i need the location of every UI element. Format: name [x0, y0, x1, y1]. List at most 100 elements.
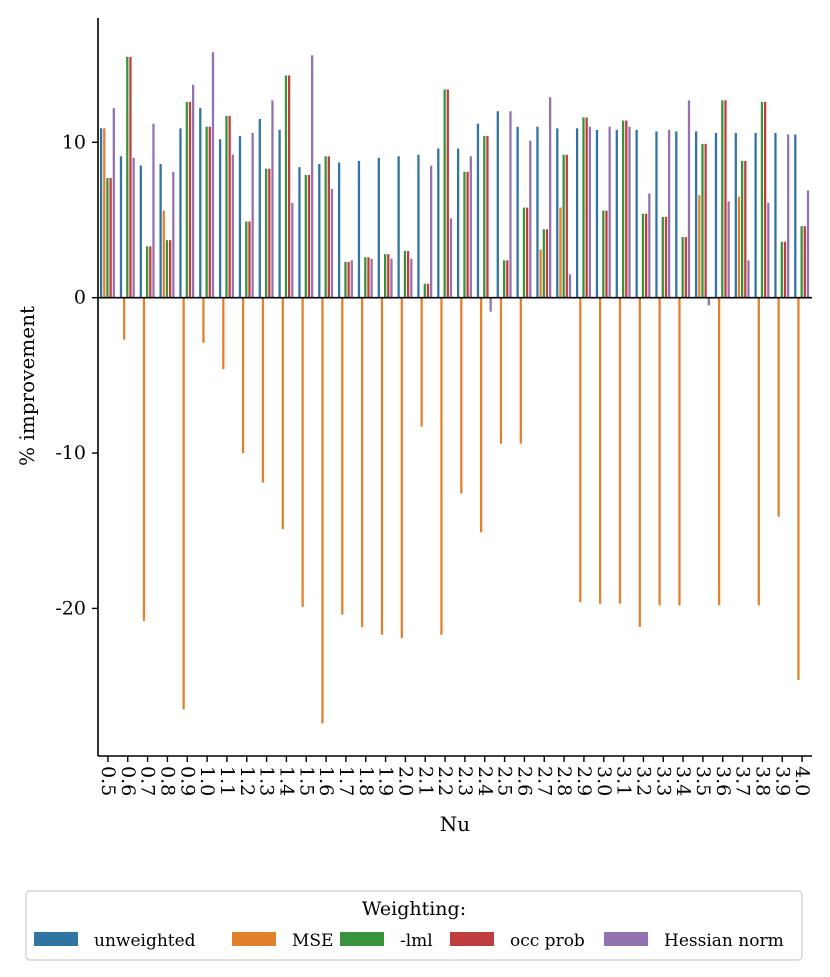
bar-hessian-norm-3.7 — [747, 260, 750, 298]
x-tick-label: 2.0 — [394, 766, 416, 796]
bar-hessian-norm-1.1 — [231, 154, 234, 298]
bar--lml-1.4 — [284, 75, 288, 298]
legend-swatch — [604, 932, 648, 946]
x-tick-label: 0.9 — [176, 766, 198, 796]
bar-unweighted-1.8 — [357, 160, 361, 298]
bar-hessian-norm-3.9 — [787, 134, 790, 298]
bar-hessian-norm-0.7 — [152, 123, 155, 298]
bar--lml-1.5 — [304, 174, 307, 298]
bar-occ-prob-0.7 — [149, 246, 152, 298]
x-tick-label: 3.9 — [771, 766, 793, 796]
bar-occ-prob-0.6 — [129, 56, 132, 298]
bar--lml-1.6 — [324, 156, 327, 298]
bar-unweighted-3.2 — [635, 129, 638, 298]
bar-hessian-norm-2.5 — [509, 111, 512, 298]
x-tick-label: 2.9 — [573, 766, 595, 796]
bar--lml-1.8 — [364, 257, 367, 298]
bars-group — [99, 52, 810, 724]
bar-hessian-norm-1.4 — [291, 202, 294, 298]
bar--lml-3.1 — [622, 120, 625, 298]
bar-mse-1.8 — [360, 297, 364, 628]
bar-occ-prob-3.0 — [605, 210, 608, 298]
bar-mse-3.1 — [618, 297, 622, 604]
bar-unweighted-2.6 — [516, 126, 519, 298]
bar-occ-prob-1.5 — [307, 174, 311, 298]
bar--lml-1.1 — [225, 115, 228, 298]
x-tick-label: 0.8 — [156, 766, 178, 796]
bar-mse-3.7 — [737, 196, 741, 298]
bar-occ-prob-0.5 — [109, 178, 112, 298]
bar-hessian-norm-1.6 — [330, 188, 334, 298]
legend-swatch — [450, 932, 494, 946]
bar-occ-prob-3.3 — [664, 216, 668, 298]
bar-mse-2.6 — [519, 297, 522, 444]
bar-occ-prob-1.7 — [347, 261, 350, 298]
x-tick-label: 1.3 — [256, 766, 278, 796]
bar-occ-prob-3.5 — [704, 143, 707, 298]
bar--lml-3.4 — [681, 237, 684, 298]
bar-hessian-norm-2.7 — [549, 97, 552, 298]
bar-occ-prob-2.3 — [466, 171, 469, 298]
bar-unweighted-2.2 — [437, 148, 440, 298]
bar--lml-2.9 — [582, 117, 585, 298]
bar-unweighted-3.8 — [754, 132, 757, 298]
y-tick-label: -10 — [55, 442, 86, 464]
x-tick-label: 3.2 — [632, 766, 654, 796]
bar-hessian-norm-2.0 — [410, 258, 413, 298]
bar-occ-prob-1.6 — [327, 156, 330, 298]
bar-unweighted-3.1 — [615, 129, 618, 298]
legend-swatch — [34, 932, 78, 946]
bar--lml-0.9 — [185, 101, 188, 298]
bar--lml-3.3 — [661, 216, 664, 298]
bar-mse-1.2 — [241, 297, 245, 454]
bar-mse-0.6 — [122, 297, 126, 340]
x-tick-label: 3.1 — [613, 766, 635, 796]
legend: Weighting: unweighted MSE -lml occ prob Hess… — [25, 890, 803, 961]
bar-hessian-norm-1.3 — [271, 100, 274, 298]
bar-unweighted-2.9 — [575, 128, 579, 298]
bar--lml-2.1 — [423, 283, 426, 298]
x-tick-label: 2.1 — [414, 766, 436, 796]
bar-mse-3.9 — [777, 297, 780, 517]
bar-hessian-norm-1.8 — [370, 258, 373, 298]
bar-mse-2.9 — [579, 297, 582, 603]
x-tick-label: 2.3 — [454, 766, 476, 796]
bar--lml-1.2 — [245, 221, 248, 298]
bar-hessian-norm-3.2 — [648, 193, 651, 298]
bar--lml-2.2 — [443, 89, 446, 298]
bar-hessian-norm-3.8 — [767, 202, 770, 298]
y-tick-label: -20 — [55, 597, 86, 619]
bar-occ-prob-1.3 — [268, 168, 271, 298]
bar-occ-prob-3.8 — [764, 101, 767, 298]
bar--lml-0.8 — [165, 240, 169, 298]
bar-unweighted-2.5 — [496, 111, 499, 298]
x-tick-label: 3.5 — [692, 766, 714, 796]
bar-occ-prob-1.0 — [208, 126, 211, 298]
bar-hessian-norm-3.6 — [727, 201, 730, 298]
bar-mse-1.0 — [202, 297, 205, 343]
bar-hessian-norm-3.0 — [608, 126, 611, 298]
x-tick-label: 1.1 — [216, 766, 238, 796]
bar--lml-3.8 — [760, 101, 764, 298]
bar-unweighted-0.8 — [159, 164, 162, 298]
y-axis-title: % improvement — [15, 306, 39, 466]
x-tick-label: 0.7 — [137, 766, 159, 796]
legend-items: unweighted MSE -lml occ prob Hessian norm — [34, 931, 784, 951]
bar-mse-2.1 — [420, 297, 423, 427]
x-tick-label: 1.6 — [315, 766, 337, 796]
bar--lml-1.7 — [344, 261, 347, 298]
bar-occ-prob-0.8 — [169, 240, 172, 298]
bar-unweighted-1.9 — [377, 157, 380, 298]
bar-mse-2.2 — [440, 297, 443, 635]
legend-label: -lml — [400, 931, 433, 951]
x-tick-label: 3.3 — [652, 766, 674, 796]
bar-unweighted-3.3 — [655, 131, 658, 298]
bar-unweighted-1.4 — [278, 129, 281, 298]
bar-mse-2.5 — [499, 297, 503, 444]
x-tick-label: 2.5 — [494, 766, 516, 796]
bar-hessian-norm-0.5 — [112, 108, 115, 298]
bar--lml-3.7 — [741, 160, 744, 298]
bar-unweighted-1.7 — [337, 162, 341, 298]
bar-hessian-norm-2.1 — [430, 165, 433, 298]
